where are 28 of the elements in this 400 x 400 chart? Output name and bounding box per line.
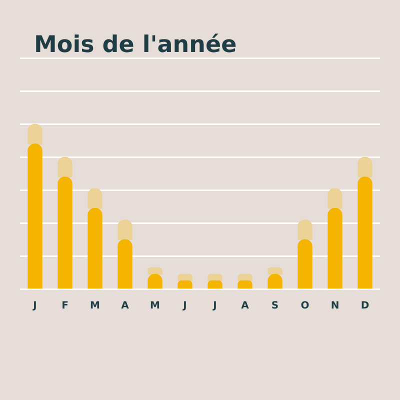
x-tick-label: M [90, 300, 100, 312]
bar [58, 176, 72, 289]
bar [328, 208, 342, 289]
bar [208, 280, 222, 289]
bar [298, 239, 312, 289]
bar [238, 280, 252, 289]
x-tick-label: A [121, 300, 130, 312]
x-tick-label: J [182, 300, 187, 312]
bar [268, 267, 282, 274]
bar [28, 144, 42, 289]
bar [88, 208, 102, 289]
x-tick-label: O [300, 300, 310, 312]
x-tick-label: S [271, 300, 279, 312]
bar [358, 176, 372, 289]
x-tick-label: F [62, 300, 68, 312]
bar [178, 274, 192, 282]
bar [208, 274, 222, 282]
x-tick-label: N [330, 300, 340, 312]
x-tick-label: D [360, 300, 370, 312]
chart-title: Mois de l'année [34, 32, 237, 58]
bar [238, 274, 252, 282]
x-tick-label: M [150, 300, 160, 312]
x-tick-label: J [212, 300, 217, 312]
bar [118, 239, 132, 289]
x-tick-label: A [241, 300, 250, 312]
bar [148, 267, 162, 274]
x-tick-label: J [32, 300, 37, 312]
bar [178, 280, 192, 289]
